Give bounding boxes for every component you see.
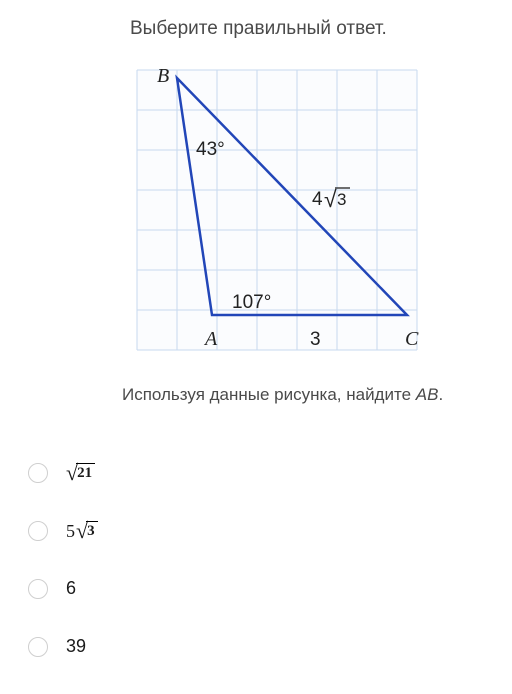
subheading-prefix: Используя данные рисунка, найдите: [122, 385, 416, 404]
option-3-label: 6: [66, 578, 76, 599]
radio-icon: [28, 579, 48, 599]
option-4[interactable]: 39: [28, 636, 86, 657]
side-ac-label: 3: [310, 329, 321, 350]
angle-a-label: 107°: [232, 292, 271, 313]
option-2[interactable]: 5√3: [28, 520, 98, 542]
question-heading: Выберите правильный ответ.: [130, 18, 387, 40]
vertex-b-label: B: [157, 65, 169, 87]
subheading-suffix: .: [438, 385, 443, 404]
svg-text:3: 3: [337, 190, 346, 209]
geometry-figure: B A C 43° 107° 3 4 √ 3: [127, 60, 437, 360]
question-subheading: Используя данные рисунка, найдите AB.: [122, 385, 443, 405]
svg-text:√: √: [324, 186, 337, 212]
option-1-label: √21: [66, 462, 95, 484]
vertex-a-label: A: [203, 328, 218, 350]
option-4-label: 39: [66, 636, 86, 657]
svg-text:4: 4: [312, 189, 323, 210]
subheading-variable: AB: [416, 385, 439, 404]
radio-icon: [28, 463, 48, 483]
vertex-c-label: C: [405, 328, 419, 350]
side-bc-label: 4 √ 3: [312, 186, 350, 212]
grid-bg: [137, 70, 417, 350]
option-2-label: 5√3: [66, 520, 98, 542]
radio-icon: [28, 521, 48, 541]
radio-icon: [28, 637, 48, 657]
option-1[interactable]: √21: [28, 462, 95, 484]
option-3[interactable]: 6: [28, 578, 76, 599]
angle-b-label: 43°: [196, 139, 225, 160]
